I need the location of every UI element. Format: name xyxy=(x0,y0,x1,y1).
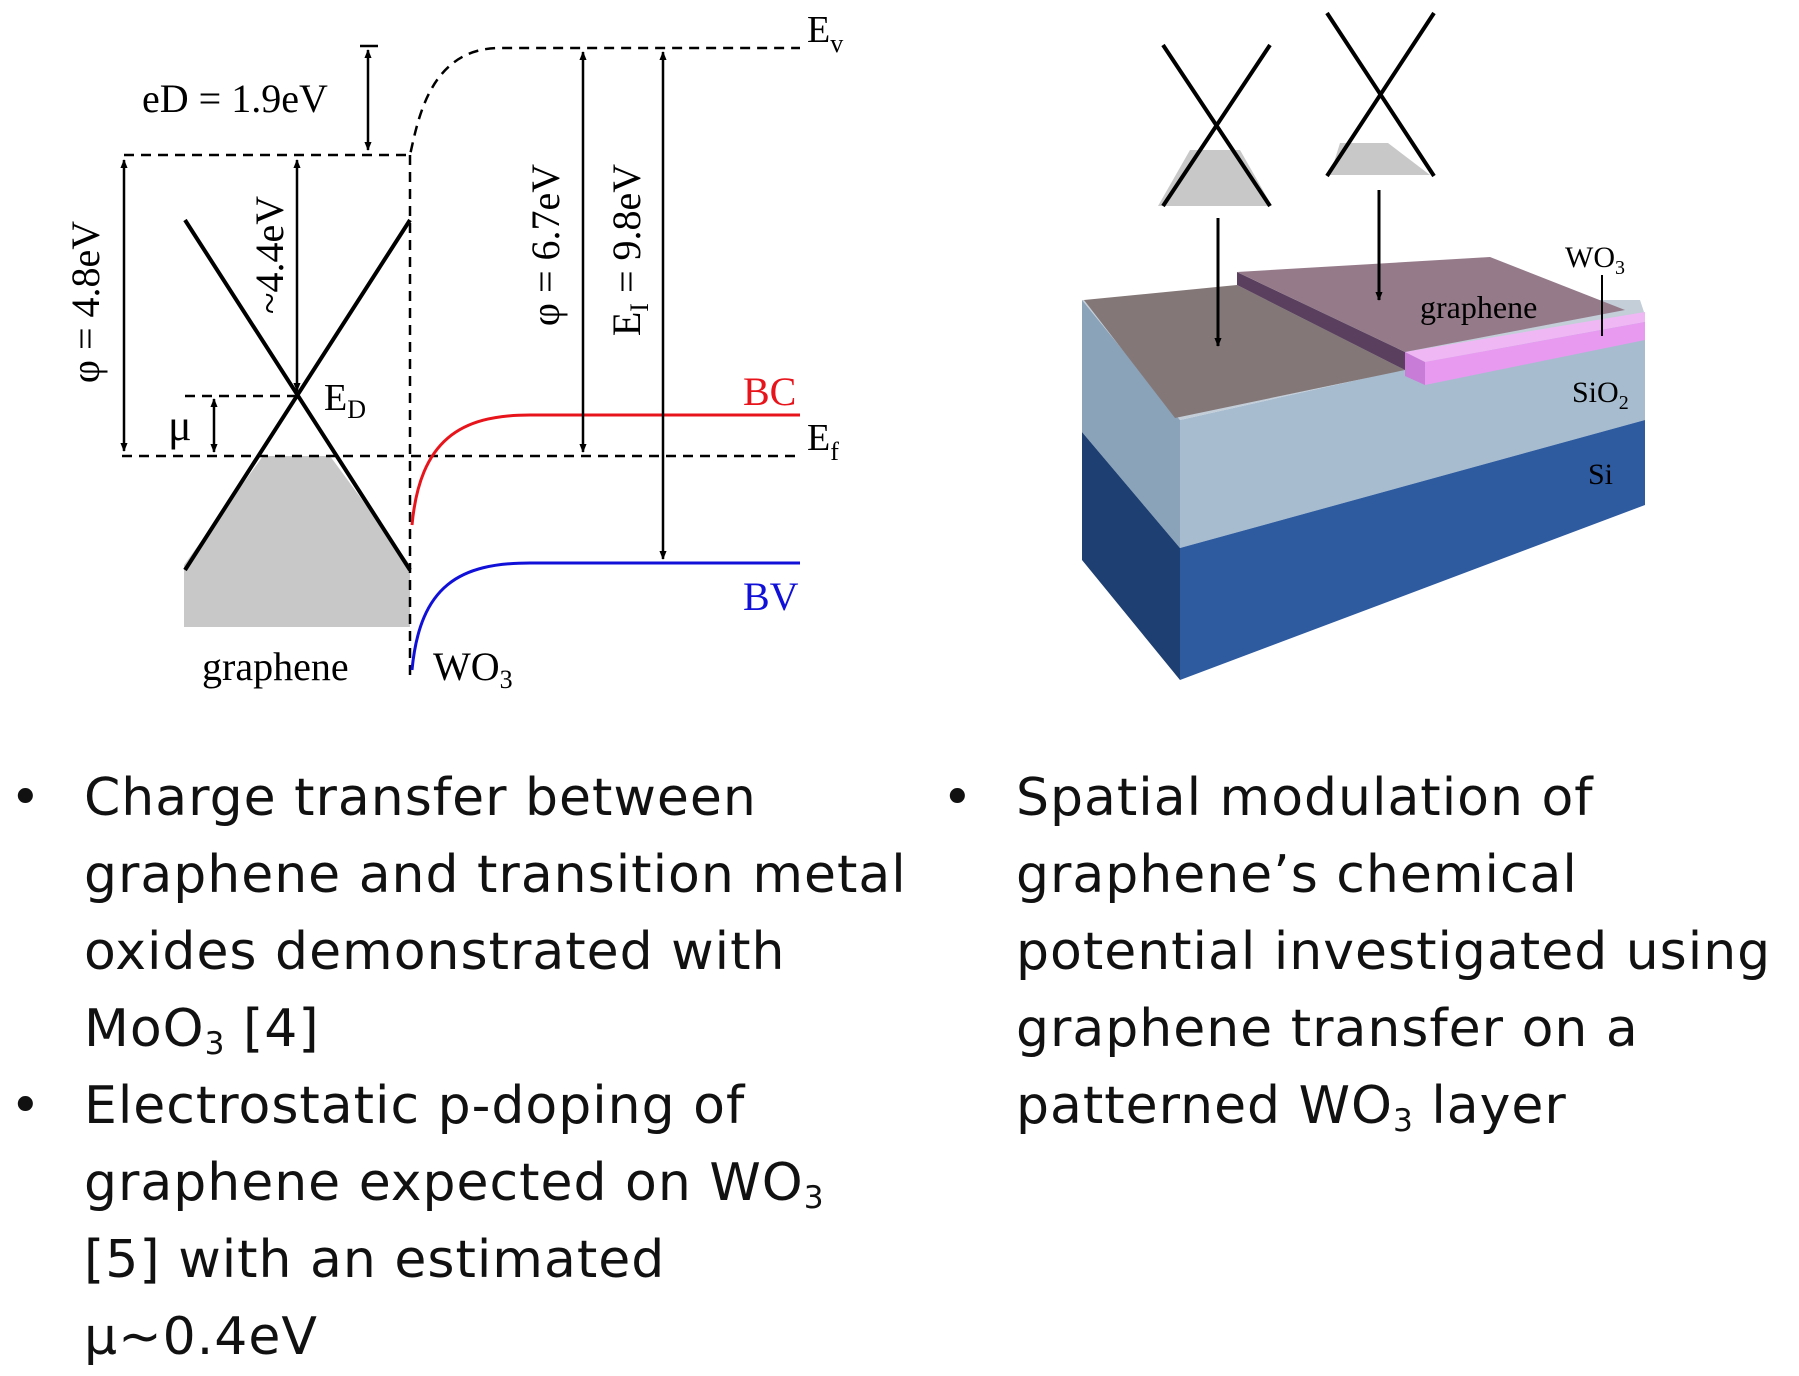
left-bullet-list: Charge transfer between graphene and tra… xyxy=(10,760,910,1376)
device-graphene-label: graphene xyxy=(1420,289,1537,325)
bullet-charge-transfer: Charge transfer between graphene and tra… xyxy=(10,760,910,1068)
tip-right-fill xyxy=(1330,143,1430,175)
bullet-spatial-modulation: Spatial modulation of graphene’s chemica… xyxy=(942,760,1792,1145)
graphene-filled-band xyxy=(184,456,410,627)
tip-right-line-b xyxy=(1325,11,1436,178)
bv-label: BV xyxy=(743,574,799,619)
ionisation-label: EI = 9.8eV xyxy=(604,164,654,336)
device-si-label: Si xyxy=(1588,458,1613,491)
graphene-upper xyxy=(1237,257,1625,352)
phi-graphene-label: φ = 4.8eV xyxy=(63,221,108,383)
bc-label: BC xyxy=(743,369,796,414)
graphene-step xyxy=(1237,272,1405,370)
dirac-cone-line-b xyxy=(183,218,412,572)
vacuum-label: Ev xyxy=(807,9,843,58)
si-front-face xyxy=(1180,420,1645,680)
vacuum-level xyxy=(124,46,800,157)
sio2-front-face xyxy=(1180,315,1645,548)
graphene-lower xyxy=(1084,285,1405,418)
wo3-side xyxy=(1425,322,1645,385)
sio2-left-face xyxy=(1082,300,1180,548)
valence-band xyxy=(410,561,800,671)
dirac-point-label: ED xyxy=(324,377,366,424)
device-wo3-label: WO3 xyxy=(1565,241,1625,279)
si-left-face xyxy=(1082,432,1180,680)
phi-wo3-label: φ = 6.7eV xyxy=(523,164,568,326)
tip-left-fill xyxy=(1158,150,1272,206)
right-bullet-list: Spatial modulation of graphene’s chemica… xyxy=(942,760,1792,1145)
mu-label: μ xyxy=(168,401,192,450)
wo3-top xyxy=(1405,312,1645,362)
dirac-depth-label: ~4.4eV xyxy=(247,196,292,314)
conduction-band xyxy=(410,413,800,526)
wo3-front xyxy=(1405,352,1425,385)
eD-label: eD = 1.9eV xyxy=(142,76,328,121)
bullet-electrostatic-doping: Electrostatic p-doping of graphene expec… xyxy=(10,1068,910,1376)
graphene-side-label: graphene xyxy=(202,644,349,689)
device-sio2-label: SiO2 xyxy=(1572,376,1629,414)
wo3-side-label: WO3 xyxy=(433,644,513,694)
figure-canvas: eD = 1.9eV φ = 4.8eV ~4.4eV φ = 6.7eV EI… xyxy=(63,9,1645,694)
fermi-label: Ef xyxy=(807,417,839,466)
device-diagram: WO3 graphene SiO2 Si xyxy=(1082,11,1645,680)
tip-left-line-b xyxy=(1161,43,1272,208)
band-diagram: eD = 1.9eV φ = 4.8eV ~4.4eV φ = 6.7eV EI… xyxy=(63,9,843,694)
